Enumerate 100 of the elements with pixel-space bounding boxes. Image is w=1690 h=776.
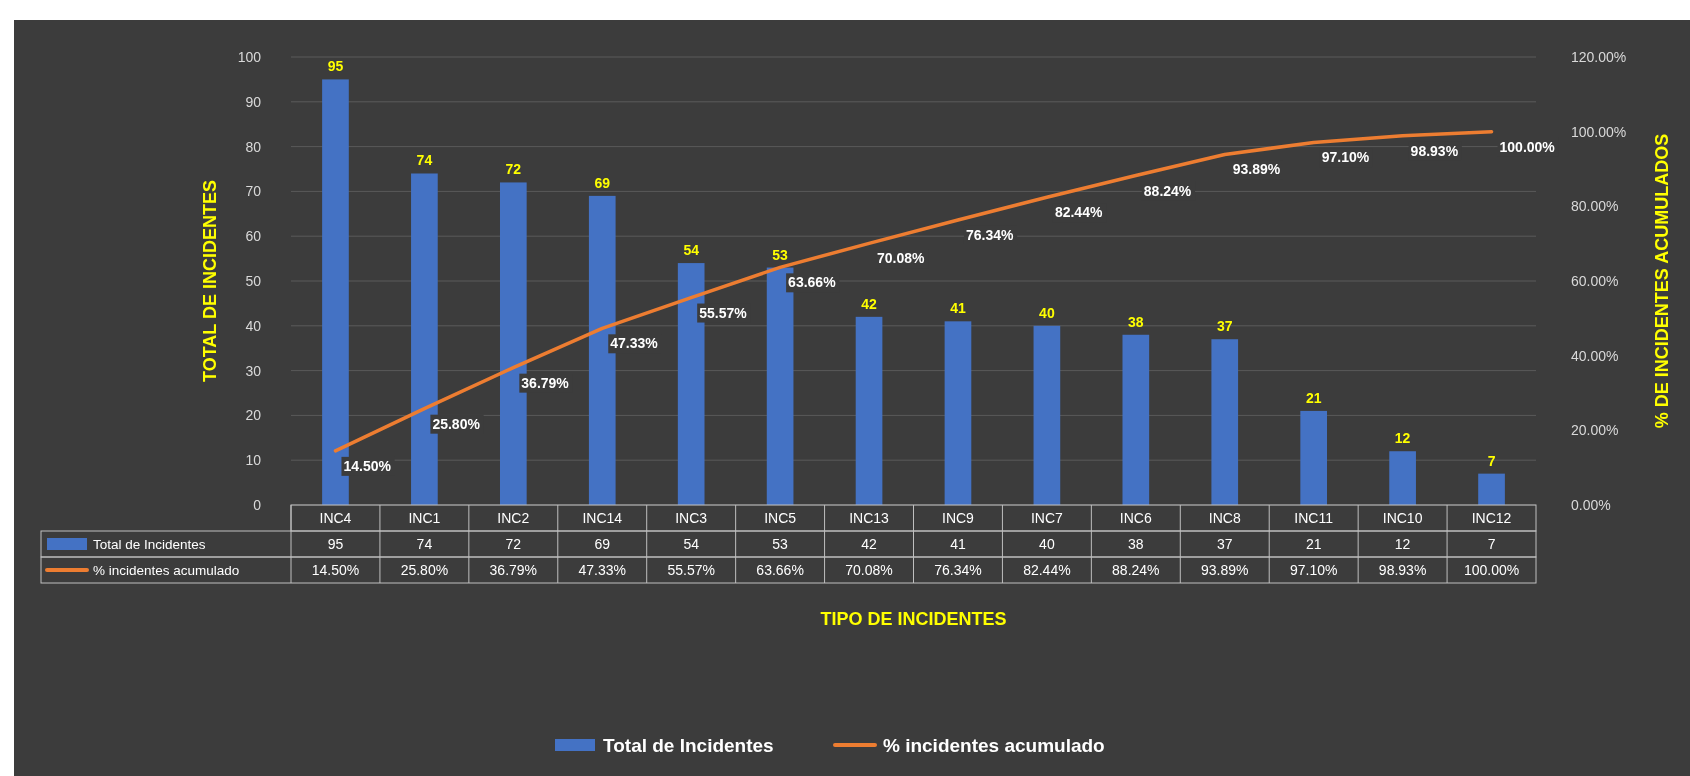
text: 14.50% [343,457,391,474]
text: 63.66% [788,274,836,291]
data-label: 63.66% [756,562,804,578]
x-tick-label: INC4 [319,510,352,526]
data-label: 53 [772,536,789,552]
y2-axis-title: % DE INCIDENTES ACUMULADOS [1652,133,1672,429]
text: 98.93% [1410,142,1459,159]
text: 93.89% [1232,161,1281,178]
data-label: 93.89% [1201,562,1249,578]
text: 74 [416,152,433,169]
bar [1033,325,1061,505]
legend-label: Total de Incidentes [93,537,206,552]
text: 41 [950,300,966,317]
text: 42 [861,295,877,312]
data-label: 88.24% [1112,562,1160,578]
data-label: 25.80% [400,562,449,578]
y-tick-label: 80 [245,138,262,155]
text: 36.79% [521,374,569,391]
text: 70.08% [877,250,925,267]
y2-tick-label: 100.00% [1571,123,1627,140]
x-tick-label: INC6 [1119,510,1152,526]
y2-tick-label: 40.00% [1571,347,1619,364]
data-label: 76.34% [934,562,982,578]
data-label: 100.00% [1463,562,1520,578]
text: 72 [505,161,522,178]
bar [1300,410,1328,505]
text: 7 [1487,452,1496,469]
data-label: 72 [505,536,522,552]
y2-tick-label: 20.00% [1571,422,1619,439]
data-label: 36.79% [489,562,538,578]
y2-tick-label: 80.00% [1571,198,1619,215]
y-tick-label: 100 [237,49,262,65]
x-tick-label: INC2 [497,510,530,526]
data-label: 37 [1216,536,1233,552]
y-axis-title: TOTAL DE INCIDENTES [200,179,220,383]
text: 47.33% [610,335,658,352]
y-tick-label: 0 [253,497,262,513]
data-label: 74 [416,536,433,552]
bar [944,321,972,505]
line-series [333,129,1494,453]
x-tick-label: INC8 [1208,510,1241,526]
y-tick-label: 60 [245,228,262,245]
data-label: 42 [861,536,878,552]
text: 54 [683,242,699,259]
x-tick-label: INC5 [764,510,797,526]
text: 100.00% [1499,138,1555,155]
text: 38 [1128,313,1144,330]
data-label: 41 [950,536,966,552]
y2-tick-label: 0.00% [1571,497,1611,513]
text: 37 [1216,318,1233,335]
text: 53 [772,246,788,263]
y-tick-label: 30 [245,362,262,379]
text: 25.80% [432,415,480,432]
text: 95 [327,58,344,75]
data-label: 55.57% [667,562,715,578]
y-tick-label: 40 [245,317,262,334]
y-tick-label: 10 [245,452,262,469]
text: 76.34% [965,227,1014,243]
data-label: 97.10% [1289,562,1338,578]
data-label: 12 [1394,536,1411,552]
text: 69 [594,174,611,191]
bar [1122,334,1150,505]
x-tick-label: INC14 [582,510,623,526]
bar [1478,473,1505,505]
y-tick-label: 20 [245,407,262,424]
text: 97.10% [1321,149,1370,166]
data-label: 14.50% [311,562,360,578]
x-tick-label: INC1 [408,510,441,526]
text: Total de Incidentes [603,735,774,756]
data-label: 70.08% [845,562,893,578]
bar [1211,339,1239,505]
bar [1389,451,1416,505]
text: % incidentes acumulado [883,735,1105,756]
text: 40 [1039,304,1055,321]
data-label: 95 [327,536,344,552]
x-tick-label: INC12 [1471,510,1512,526]
x-tick-label: INC11 [1294,510,1334,526]
x-axis-title: TIPO DE INCIDENTES [820,609,1007,629]
text: 88.24% [1143,182,1192,199]
x-tick-label: INC13 [849,510,890,526]
data-label: 82.44% [1023,562,1071,578]
y-tick-label: 70 [245,183,262,200]
x-tick-label: INC9 [942,510,975,526]
y-tick-label: 50 [245,273,262,289]
data-label: 7 [1487,536,1496,552]
x-tick-label: INC10 [1382,510,1423,526]
legend-label: % incidentes acumulado [93,563,240,578]
y2-tick-label: 120.00% [1571,49,1627,65]
bar [855,316,883,505]
x-tick-label: INC7 [1030,510,1064,526]
text: 21 [1305,389,1322,406]
text: 12 [1394,430,1411,447]
y-tick-label: 90 [245,93,262,110]
data-label: 98.93% [1378,562,1427,578]
data-label: 40 [1039,536,1055,552]
y2-tick-label: 60.00% [1571,273,1619,289]
text: 82.44% [1054,204,1103,221]
x-tick-label: INC3 [675,510,708,526]
data-label: 21 [1305,536,1322,552]
text: 55.57% [699,304,747,321]
